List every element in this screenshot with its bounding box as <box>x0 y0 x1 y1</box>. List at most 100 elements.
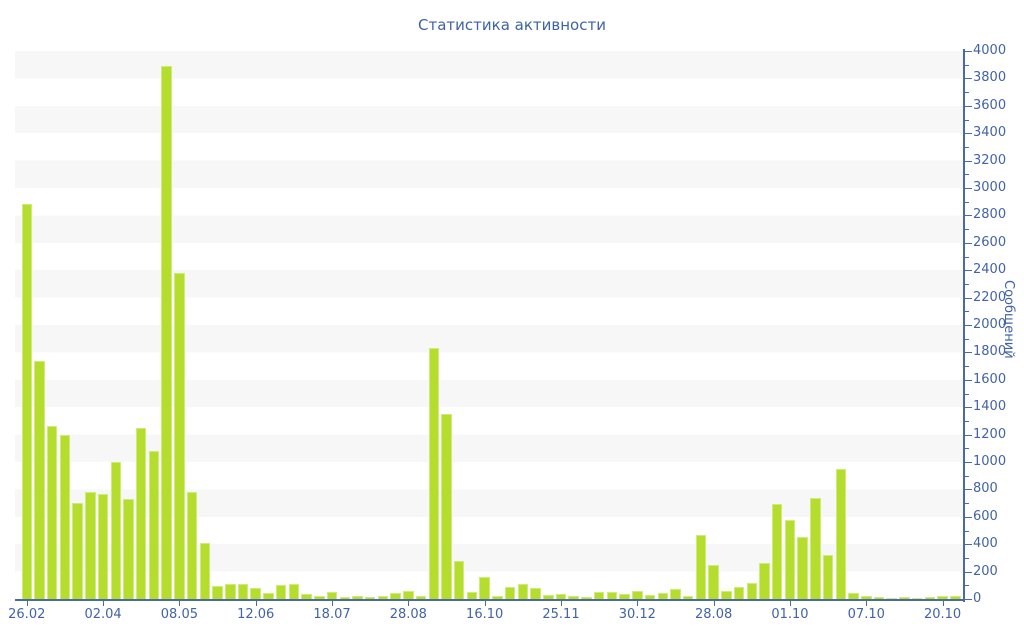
bar <box>695 534 707 599</box>
x-axis-tick <box>255 601 257 606</box>
bar <box>822 555 834 599</box>
bar <box>911 597 923 599</box>
y-axis-major-tick <box>965 270 972 272</box>
bar <box>504 587 516 599</box>
bar <box>555 594 567 599</box>
bar <box>135 427 147 599</box>
y-axis-minor-tick <box>965 448 969 450</box>
y-axis-minor-tick <box>965 311 969 313</box>
y-axis-major-tick <box>965 105 972 107</box>
y-axis-major-tick <box>965 297 972 299</box>
bar <box>263 592 274 599</box>
bar <box>721 591 732 599</box>
bar <box>517 583 529 599</box>
y-axis-tick-label: 3600 <box>973 97 1007 113</box>
bar <box>123 499 134 599</box>
x-axis-tick <box>713 601 715 606</box>
bar <box>682 596 694 599</box>
x-axis-tick-label: 12.06 <box>237 607 275 622</box>
x-axis-tick-label: 28.08 <box>389 607 427 622</box>
y-axis-major-tick <box>965 599 972 600</box>
bar <box>543 594 554 599</box>
bar <box>21 204 32 599</box>
bar <box>415 596 427 599</box>
y-axis-major-tick <box>965 544 972 546</box>
bar <box>886 597 897 599</box>
x-axis-tick <box>332 601 334 606</box>
bar <box>492 595 503 599</box>
y-axis-major-tick <box>965 462 972 463</box>
bar <box>568 595 579 599</box>
bar <box>746 582 758 599</box>
bar <box>46 426 58 599</box>
bar <box>186 492 198 599</box>
y-axis-tick-label: 800 <box>973 481 998 497</box>
bar <box>301 594 312 599</box>
y-axis-tick-label: 1000 <box>973 454 1007 469</box>
y-axis-major-tick <box>965 516 972 518</box>
x-axis-tick <box>408 601 410 606</box>
bar <box>606 592 618 599</box>
y-axis-major-tick <box>965 571 972 573</box>
x-axis-tick <box>866 601 868 606</box>
y-axis-major-tick <box>965 489 972 491</box>
y-axis-tick-label: 3400 <box>973 125 1007 141</box>
y-axis-major-tick <box>965 242 972 244</box>
y-axis-major-tick <box>965 407 972 409</box>
bar <box>581 596 592 599</box>
x-axis-tick-label: 30.12 <box>618 607 656 622</box>
bar <box>314 595 325 599</box>
x-axis-tick-label: 20.10 <box>923 607 962 622</box>
y-axis-tick-label: 200 <box>973 563 998 579</box>
bar <box>339 596 350 599</box>
y-axis-major-tick <box>965 325 972 326</box>
y-axis-major-tick <box>965 188 972 189</box>
y-axis-major-tick <box>965 133 972 135</box>
bar <box>466 592 478 599</box>
y-axis-major-tick <box>965 160 972 162</box>
y-axis-tick-label: 0 <box>973 591 982 606</box>
x-axis-tick <box>484 601 486 606</box>
y-axis-major-tick <box>965 434 972 436</box>
bar <box>174 272 185 599</box>
x-axis-tick <box>942 601 944 606</box>
bar <box>110 462 122 599</box>
bar <box>390 592 401 599</box>
y-axis-minor-tick <box>965 92 969 94</box>
bar <box>97 493 109 599</box>
y-axis-minor-tick <box>965 530 969 532</box>
bar <box>85 492 96 599</box>
bar <box>873 596 885 599</box>
bar <box>797 537 808 599</box>
bar <box>441 414 452 599</box>
bar <box>619 594 630 599</box>
bar <box>632 590 643 599</box>
bar <box>34 360 45 599</box>
bar <box>848 592 859 599</box>
bar <box>326 592 338 599</box>
y-axis-major-tick <box>965 379 972 381</box>
bar <box>237 583 249 599</box>
bar <box>899 596 910 599</box>
y-axis-tick-label: 3000 <box>973 180 1007 195</box>
y-axis-title: Сообщений <box>1001 280 1016 359</box>
y-axis-minor-tick <box>965 393 969 395</box>
bar <box>428 348 440 599</box>
y-axis-line <box>963 49 965 602</box>
y-axis-major-tick <box>965 215 972 217</box>
bar <box>225 583 236 599</box>
bar <box>810 497 821 599</box>
plot-area <box>15 51 963 599</box>
x-axis-tick <box>637 601 639 606</box>
y-axis-minor-tick <box>965 283 969 285</box>
bar <box>364 596 376 599</box>
y-axis-tick-label: 1600 <box>973 371 1007 387</box>
x-axis-tick-label: 16.10 <box>466 607 504 622</box>
y-axis-minor-tick <box>965 119 969 121</box>
y-axis-minor-tick <box>965 64 969 66</box>
y-axis-tick-label: 3800 <box>973 70 1007 86</box>
y-axis-major-tick <box>965 78 972 80</box>
bar <box>479 577 490 599</box>
bar <box>530 588 541 599</box>
